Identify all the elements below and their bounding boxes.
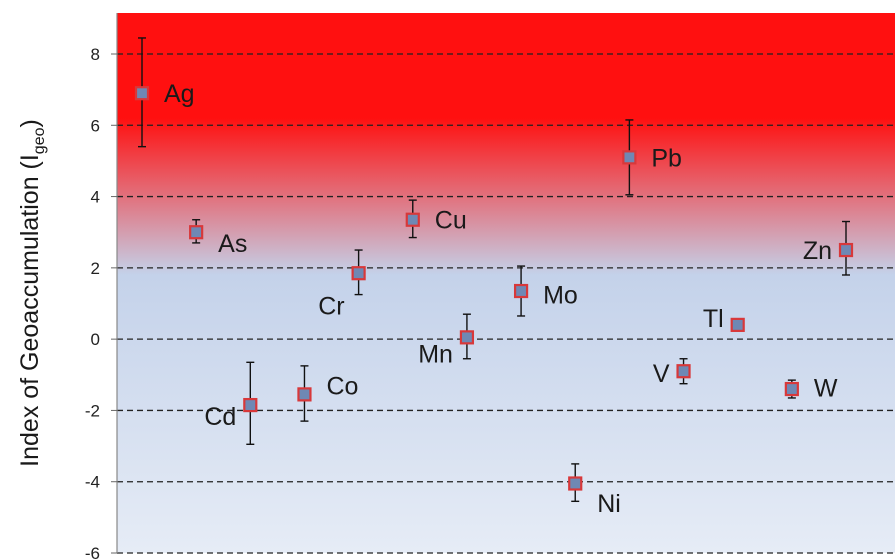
data-marker <box>730 317 745 332</box>
data-marker <box>405 212 420 227</box>
point-as: As <box>189 219 247 258</box>
point-zn: Zn <box>803 220 854 276</box>
point-label: W <box>814 374 838 402</box>
data-marker <box>243 397 258 413</box>
point-pb: Pb <box>622 119 682 196</box>
point-ni: Ni <box>568 463 621 518</box>
point-ag: Ag <box>134 37 195 148</box>
point-label: Cr <box>318 292 344 320</box>
data-marker <box>838 242 854 258</box>
point-label: As <box>218 230 247 258</box>
y-tick-labels: 8 6 4 2 0 -2 -4 -6 <box>85 45 117 560</box>
y-tick-label: -6 <box>85 544 100 560</box>
point-label: Ag <box>164 80 195 108</box>
data-marker <box>351 266 366 281</box>
data-marker <box>568 476 583 491</box>
data-marker <box>189 225 204 240</box>
y-tick-label: 0 <box>91 330 100 349</box>
y-tick-label: -2 <box>85 401 100 420</box>
point-label: Mo <box>543 282 578 310</box>
point-label: Pb <box>651 144 682 172</box>
plot-background <box>117 13 895 553</box>
data-marker <box>459 330 475 345</box>
y-tick-label: 2 <box>91 259 100 278</box>
point-label: Cu <box>435 207 467 235</box>
y-tick-label: -4 <box>85 473 100 492</box>
data-marker <box>676 364 691 379</box>
data-points: Ag As Cd Co Cr Cu Mn Mo Ni Pb V Tl W Zn <box>134 37 854 518</box>
point-label: Zn <box>803 237 832 265</box>
data-marker <box>784 381 799 397</box>
y-tick-label: 8 <box>91 45 100 64</box>
point-v: V <box>653 358 691 388</box>
point-label: V <box>653 360 670 388</box>
point-label: Tl <box>703 305 724 333</box>
y-tick-label: 4 <box>91 188 100 207</box>
point-label: Mn <box>418 340 453 368</box>
data-marker <box>297 387 312 402</box>
point-cd: Cd <box>204 361 258 445</box>
point-cr: Cr <box>318 249 366 320</box>
point-cu: Cu <box>405 199 467 239</box>
point-w: W <box>784 374 838 402</box>
data-marker <box>622 150 637 165</box>
y-axis-label: Index of Geoaccumulation (Igeo) <box>16 119 48 467</box>
point-label: Cd <box>204 403 236 431</box>
data-marker <box>134 86 150 101</box>
y-axis-label-main: Index of Geoaccumulation (I <box>16 154 44 467</box>
point-co: Co <box>297 365 358 422</box>
y-tick-label: 6 <box>91 116 100 135</box>
point-tl: Tl <box>703 305 745 333</box>
y-axis-label-close: ) <box>16 119 44 127</box>
point-mn: Mn <box>418 313 475 368</box>
data-marker <box>513 283 529 299</box>
y-axis-label-subscript: geo <box>31 127 48 154</box>
point-label: Ni <box>597 490 621 518</box>
point-label: Co <box>326 372 358 400</box>
point-mo: Mo <box>513 265 578 317</box>
